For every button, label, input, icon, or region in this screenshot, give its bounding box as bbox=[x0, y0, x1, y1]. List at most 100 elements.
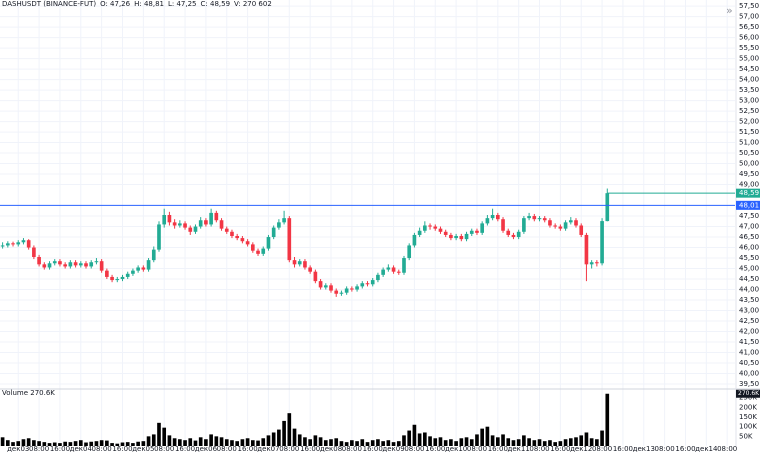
candle-body bbox=[5, 243, 10, 246]
y-tick-label: 51,00 bbox=[739, 139, 759, 147]
candle-body bbox=[417, 230, 422, 235]
candle-body bbox=[344, 288, 349, 293]
candle-body bbox=[235, 235, 240, 239]
y-tick-label: 54,00 bbox=[739, 76, 759, 84]
volume-bar bbox=[146, 436, 151, 446]
candle-body bbox=[115, 279, 120, 281]
candle-body bbox=[339, 292, 344, 294]
volume-bar bbox=[78, 440, 83, 446]
volume-bar bbox=[396, 441, 401, 446]
volume-last-tag bbox=[736, 389, 760, 398]
price-line-tag bbox=[736, 200, 760, 210]
volume-bar bbox=[183, 440, 187, 446]
candle-body bbox=[63, 264, 67, 267]
y-tick-label: 49,50 bbox=[739, 170, 759, 178]
volume-bar bbox=[282, 420, 286, 446]
y-tick-label: 53,00 bbox=[739, 97, 759, 105]
volume-bar bbox=[542, 441, 547, 446]
volume-bar bbox=[16, 441, 21, 446]
candle-body bbox=[16, 242, 21, 245]
y-tick-label: 57,50 bbox=[739, 2, 759, 10]
volume-bar bbox=[501, 434, 505, 446]
y-tick-label: 50,00 bbox=[739, 160, 759, 168]
x-tick-label: 16:00 bbox=[238, 445, 258, 452]
candle-body bbox=[548, 220, 552, 226]
candle-body bbox=[277, 222, 281, 228]
candle-body bbox=[11, 243, 15, 245]
volume-bar bbox=[209, 434, 213, 446]
candle-body bbox=[224, 228, 229, 232]
candle-body bbox=[376, 274, 380, 281]
volume-bar bbox=[511, 440, 516, 446]
candle-body bbox=[355, 286, 359, 290]
candle-body bbox=[579, 225, 584, 235]
volume-bar bbox=[94, 441, 99, 446]
volume-bar bbox=[235, 441, 240, 446]
legend-item: H: 48,81 bbox=[134, 0, 164, 8]
candle-body bbox=[261, 248, 266, 254]
candle-body bbox=[193, 226, 198, 232]
candle-body bbox=[219, 220, 224, 229]
candle-body bbox=[271, 227, 276, 238]
y-tick-label: 44,00 bbox=[739, 286, 759, 294]
y-tick-label: 55,00 bbox=[739, 55, 759, 63]
volume-bar bbox=[32, 440, 36, 446]
price-line-label: 48,01 bbox=[739, 201, 759, 209]
candle-body bbox=[68, 262, 73, 267]
candle-body bbox=[52, 261, 57, 264]
volume-bar bbox=[558, 441, 563, 446]
candle-body bbox=[230, 231, 234, 236]
x-tick-label: 08:00 bbox=[529, 445, 549, 452]
candle-body bbox=[282, 218, 286, 223]
volume-bar bbox=[52, 442, 57, 446]
x-tick-label: 08:00 bbox=[217, 445, 237, 452]
candle-body bbox=[506, 230, 511, 235]
y-tick-label: 45,50 bbox=[739, 254, 759, 262]
candle-body bbox=[151, 249, 156, 261]
y-tick-label: 41,50 bbox=[739, 338, 759, 346]
volume-bar bbox=[459, 438, 464, 446]
x-tick-label: 16:00 bbox=[112, 445, 132, 452]
volume-bar bbox=[105, 440, 109, 446]
x-tick-label: 08:00 bbox=[467, 445, 487, 452]
candle-body bbox=[532, 216, 537, 220]
y-tick-label: 43,50 bbox=[739, 296, 759, 304]
volume-bar bbox=[386, 440, 391, 446]
candle-body bbox=[412, 234, 417, 246]
volume-bar bbox=[449, 439, 453, 446]
candle-body bbox=[297, 261, 302, 265]
candle-body bbox=[94, 261, 99, 263]
candle-body bbox=[464, 233, 469, 240]
candle-body bbox=[516, 231, 521, 238]
candle-body bbox=[391, 267, 396, 272]
volume-bar bbox=[339, 441, 344, 446]
volume-bar bbox=[370, 440, 375, 446]
x-tick-label: дек14 bbox=[695, 445, 718, 452]
x-tick-label: 16:00 bbox=[550, 445, 570, 452]
volume-bar bbox=[344, 442, 349, 446]
volume-bar bbox=[605, 393, 610, 446]
candle-body bbox=[542, 218, 547, 221]
volume-bar bbox=[287, 413, 292, 446]
expand-icon[interactable]: » bbox=[726, 4, 733, 17]
x-tick-label: дек08 bbox=[320, 445, 342, 452]
legend-item: L: 47,25 bbox=[168, 0, 197, 8]
y-tick-label: 49,00 bbox=[739, 181, 759, 189]
volume-bar bbox=[579, 435, 584, 446]
candle-body bbox=[110, 276, 114, 281]
y-tick-label: 43,00 bbox=[739, 307, 759, 315]
x-tick-label: дек10 bbox=[445, 445, 467, 452]
y-tick-label: 47,50 bbox=[739, 212, 759, 220]
candle-body bbox=[407, 245, 412, 259]
volume-bar bbox=[563, 439, 568, 446]
axis-layer: 39,50 40,00 40,50 41,00 41,50 42,00 42,50 43,00… bbox=[7, 2, 760, 452]
candle-body bbox=[308, 267, 312, 272]
y-tick-label: 56,50 bbox=[739, 23, 759, 31]
candle-body bbox=[131, 270, 135, 274]
candle-body bbox=[522, 218, 526, 232]
volume-bar bbox=[42, 442, 47, 446]
y-tick-label: 51,50 bbox=[739, 128, 759, 136]
legend-item: V: 270 602 bbox=[234, 0, 272, 8]
candle-body bbox=[501, 219, 505, 231]
